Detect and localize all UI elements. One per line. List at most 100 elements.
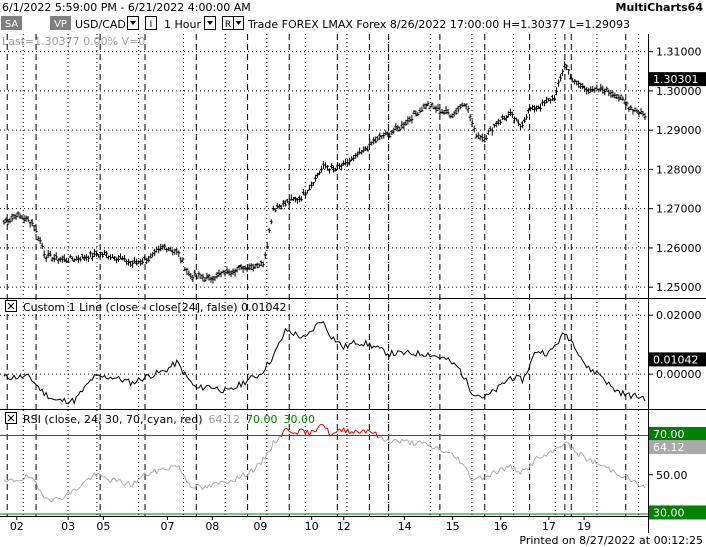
last-price-status: Last=1.30377 0.00% V=0 (2, 35, 145, 48)
app-name-label: MultiCharts64 (616, 1, 704, 14)
rsi-title-prefix: RSI (close, 24, 30, 70, cyan, red) (23, 413, 203, 426)
rsi-series-segment (39, 490, 43, 495)
rsi-series-segment (598, 463, 602, 467)
rsi-series-segment (41, 494, 45, 499)
rsi-series-segment (590, 458, 594, 465)
close-icon (7, 414, 15, 422)
price-bar (111, 254, 115, 259)
rsi-series-segment (584, 457, 588, 462)
price-bar (263, 252, 267, 259)
rsi-series-segment (168, 465, 172, 471)
price-bar (46, 249, 50, 258)
price-bar (52, 254, 56, 263)
price-bar (311, 182, 315, 186)
rsi-series-segment (393, 438, 396, 441)
rsi-series-segment (248, 468, 252, 474)
svg-text:64.12: 64.12 (653, 441, 685, 454)
rsi-series-segment (345, 428, 349, 434)
interval-icon-button[interactable]: I (145, 16, 157, 31)
price-bar (346, 159, 350, 167)
rsi-series-segment (54, 497, 57, 499)
range-icon: R (225, 20, 231, 30)
price-bar (563, 61, 567, 68)
vp-button[interactable]: VP (50, 16, 71, 30)
rsi-series-segment (479, 475, 483, 481)
price-bar (609, 89, 613, 98)
price-bar (330, 163, 334, 169)
rsi-series-segment (606, 466, 609, 469)
price-bar (528, 106, 532, 112)
symbol-dropdown-button[interactable] (127, 16, 139, 30)
custom-panel-title: Custom 1 Line (close - close[24], false)… (23, 301, 287, 314)
svg-text:1.30301: 1.30301 (653, 73, 699, 86)
price-bar (139, 258, 143, 266)
price-bar (80, 253, 84, 259)
range-icon-button[interactable]: R (222, 16, 234, 31)
price-bar (516, 119, 520, 127)
rsi-series-segment (230, 479, 234, 483)
rsi-series-segment (377, 436, 380, 439)
price-bar (317, 170, 321, 176)
price-bar (70, 256, 74, 261)
price-bar (209, 276, 213, 283)
price-bar (444, 106, 448, 115)
price-bar (135, 258, 139, 266)
range-dropdown-button[interactable] (233, 16, 244, 30)
rsi-series-segment (319, 423, 322, 426)
price-bar (10, 213, 14, 222)
price-bar (520, 120, 524, 129)
custom-panel-close-button[interactable] (5, 300, 17, 312)
svg-text:30.00: 30.00 (653, 506, 685, 519)
rsi-series-segment (69, 490, 73, 495)
rsi-series-segment (578, 451, 582, 458)
rsi-series-segment (439, 448, 443, 453)
price-bar (34, 228, 38, 234)
y-tick-label: 1.30000 (656, 85, 702, 98)
price-bar (181, 257, 185, 262)
price-bar (104, 250, 108, 259)
price-bar (382, 132, 386, 139)
price-bar (237, 264, 241, 271)
price-bar (470, 119, 474, 127)
price-bar (623, 99, 627, 105)
rsi-series-segment (636, 483, 640, 487)
price-bar (313, 174, 317, 183)
rsi-series-segment (528, 462, 531, 471)
price-bar (299, 196, 303, 202)
rsi-series-segment (409, 440, 413, 446)
rsi-panel-close-button[interactable] (5, 412, 17, 424)
x-tick-label: 14 (398, 520, 412, 533)
price-bar (440, 109, 444, 114)
price-bar (175, 248, 179, 255)
price-bar (291, 196, 295, 201)
rsi-series-segment (114, 477, 117, 483)
rsi-series-segment (56, 497, 59, 499)
rsi-series-segment (33, 480, 37, 483)
price-bar (86, 255, 90, 262)
price-bar (187, 270, 191, 276)
price-bar (108, 254, 112, 260)
price-bar (631, 108, 635, 115)
price-bar (303, 191, 307, 199)
rsi-series-segment (562, 442, 565, 446)
price-bar (197, 271, 201, 278)
price-bar (617, 94, 621, 102)
rsi-series-segment (25, 474, 29, 478)
rsi-series-segment (130, 485, 133, 488)
rsi-series-segment (45, 497, 49, 500)
price-bar (32, 225, 36, 232)
rsi-series-segment (122, 483, 125, 486)
x-tick-label: 09 (253, 520, 267, 533)
price-bar (301, 188, 305, 196)
price-bar (153, 248, 157, 257)
price-bar (199, 274, 203, 279)
rsi-series-segment (234, 475, 238, 482)
price-bar (641, 110, 645, 117)
price-bar (50, 257, 54, 262)
price-bar (102, 249, 106, 255)
rsi-series-segment (582, 453, 586, 458)
interval-dropdown-button[interactable] (204, 16, 216, 30)
price-bar (205, 272, 209, 280)
sa-button[interactable]: SA (1, 16, 22, 30)
